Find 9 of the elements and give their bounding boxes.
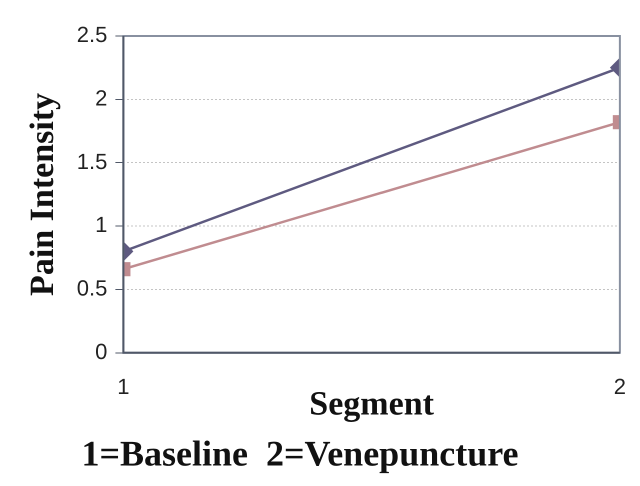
x-axis-title: Segment <box>309 385 435 422</box>
y-tick-label: 0.5 <box>76 276 108 301</box>
y-axis-title: Pain Intensity <box>24 92 62 296</box>
y-tick-label: 0 <box>95 338 108 364</box>
y-tick-label: 2 <box>95 85 108 110</box>
text: 1=Baseline 2=Venepuncture <box>81 433 519 474</box>
y-tick-label: 1.5 <box>76 148 108 174</box>
y-tick-label: 2.5 <box>76 22 108 48</box>
y-tick-label: 1 <box>95 212 108 238</box>
